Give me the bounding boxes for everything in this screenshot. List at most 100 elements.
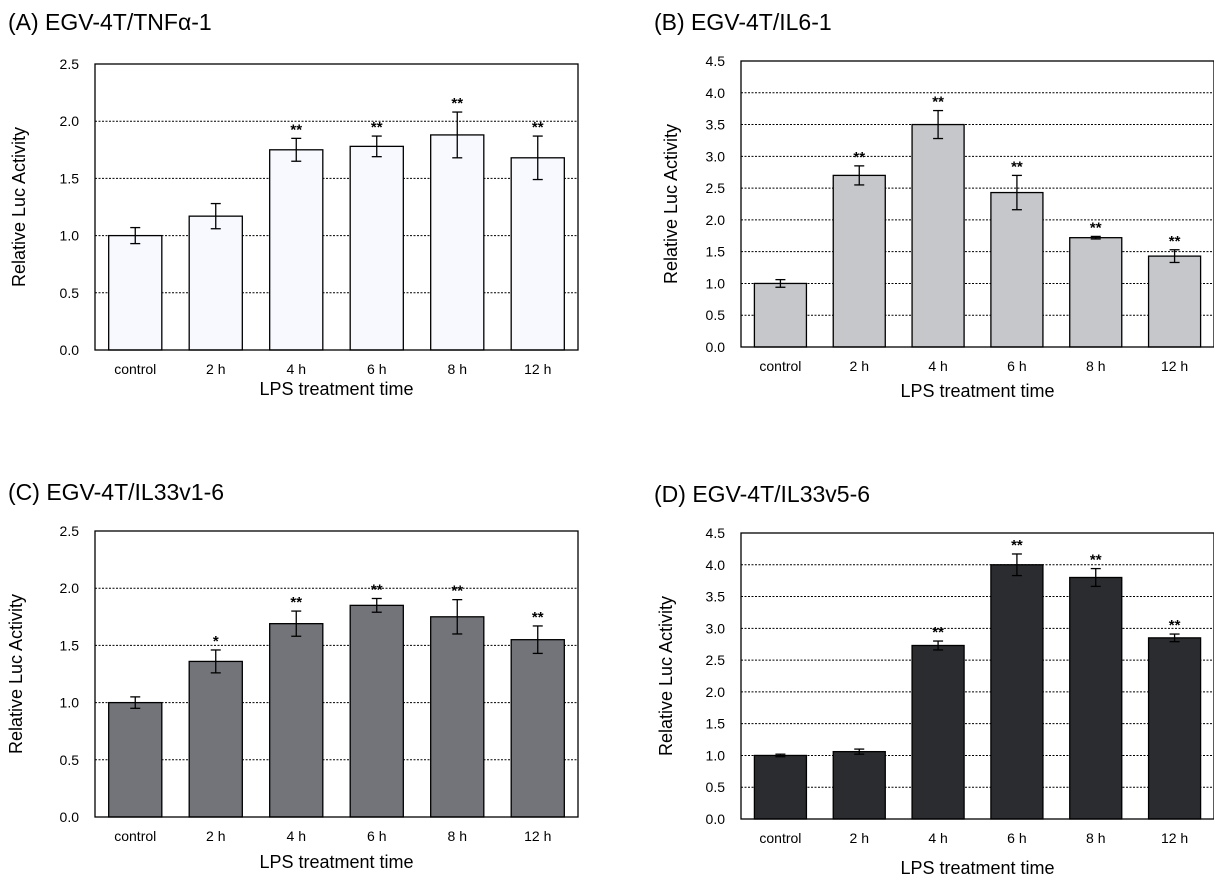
y-tick-label: 0.5 bbox=[706, 779, 726, 795]
chart-panel-d: (D) EGV-4T/IL33v5-6 0.0 0.5 1.0 1.5 2.0 2.5 3.0… bbox=[654, 481, 1214, 878]
bar bbox=[990, 191, 1044, 348]
y-axis-label: Relative Luc Activity bbox=[656, 596, 676, 756]
bar bbox=[430, 134, 485, 351]
error-bar bbox=[1011, 174, 1022, 211]
y-tick-label: 1.0 bbox=[60, 695, 80, 711]
x-tick-label: 8 h bbox=[448, 361, 467, 377]
x-tick-label: 2 h bbox=[850, 358, 869, 374]
significance-mark: ** bbox=[290, 121, 302, 138]
y-tick-label: 4.5 bbox=[706, 525, 726, 541]
y-tick-label: 1.5 bbox=[60, 637, 80, 653]
y-tick-label: 2.0 bbox=[706, 684, 726, 700]
bar bbox=[753, 282, 808, 348]
y-tick-label: 0.5 bbox=[60, 752, 80, 768]
y-tick-label: 2.0 bbox=[60, 113, 80, 129]
x-tick-label: 12 h bbox=[1161, 358, 1188, 374]
error-bar bbox=[532, 625, 543, 655]
error-bar bbox=[130, 696, 141, 709]
y-axis-label: Relative Luc Activity bbox=[9, 127, 29, 287]
significance-mark: ** bbox=[932, 624, 944, 641]
error-bar bbox=[854, 748, 865, 755]
plot-frame bbox=[740, 60, 1214, 348]
error-bar bbox=[1090, 567, 1101, 588]
bar bbox=[430, 616, 485, 818]
y-tick-label: 1.5 bbox=[706, 716, 726, 732]
error-bar bbox=[130, 226, 141, 245]
error-bar bbox=[775, 753, 786, 758]
y-tick-label: 4.0 bbox=[706, 85, 726, 101]
y-tick-label: 0.0 bbox=[60, 809, 80, 825]
bar bbox=[832, 174, 886, 348]
x-tick-label: 6 h bbox=[367, 361, 386, 377]
bar bbox=[990, 564, 1044, 820]
y-axis-label: Relative Luc Activity bbox=[661, 124, 681, 284]
significance-mark: ** bbox=[1169, 617, 1181, 634]
y-tick-label: 1.0 bbox=[60, 228, 80, 244]
significance-mark: * bbox=[213, 633, 219, 650]
y-tick-label: 2.0 bbox=[60, 580, 80, 596]
bar bbox=[1147, 255, 1202, 348]
chart-title: (B) EGV-4T/IL6-1 bbox=[654, 9, 832, 35]
x-tick-label: 4 h bbox=[287, 361, 306, 377]
x-tick-label: control bbox=[114, 828, 156, 844]
significance-mark: ** bbox=[451, 95, 463, 112]
bar bbox=[911, 644, 965, 820]
y-tick-label: 3.0 bbox=[706, 148, 726, 164]
significance-mark: ** bbox=[1090, 219, 1102, 236]
x-tick-label: 6 h bbox=[367, 828, 386, 844]
significance-mark: ** bbox=[451, 583, 463, 600]
x-axis-label: LPS treatment time bbox=[900, 858, 1054, 878]
significance-mark: ** bbox=[1090, 552, 1102, 569]
y-axis-label: Relative Luc Activity bbox=[6, 594, 26, 754]
bar bbox=[510, 639, 565, 818]
y-tick-label: 0.5 bbox=[60, 285, 80, 301]
error-bar bbox=[1169, 249, 1180, 264]
bar bbox=[832, 750, 886, 820]
error-bar bbox=[933, 640, 944, 651]
error-bar bbox=[532, 135, 543, 181]
significance-mark: ** bbox=[290, 594, 302, 611]
y-tick-label: 0.0 bbox=[60, 342, 80, 358]
x-tick-label: 6 h bbox=[1007, 830, 1026, 846]
bar bbox=[349, 145, 404, 351]
plot-frame bbox=[94, 530, 579, 818]
x-tick-label: 8 h bbox=[448, 828, 467, 844]
significance-mark: ** bbox=[371, 581, 383, 598]
error-bar bbox=[854, 165, 865, 186]
error-bar bbox=[775, 278, 786, 288]
bar bbox=[1069, 237, 1123, 348]
error-bar bbox=[1090, 235, 1101, 240]
bar bbox=[349, 604, 404, 818]
bar bbox=[108, 234, 163, 351]
x-tick-label: 4 h bbox=[928, 358, 947, 374]
y-tick-label: 1.0 bbox=[706, 275, 726, 291]
x-tick-label: 4 h bbox=[287, 828, 306, 844]
y-tick-label: 4.0 bbox=[706, 557, 726, 573]
y-tick-label: 2.5 bbox=[60, 56, 80, 72]
x-tick-label: 12 h bbox=[524, 361, 551, 377]
bar bbox=[1069, 576, 1123, 820]
significance-mark: ** bbox=[932, 94, 944, 111]
chart-panel-a: (A) EGV-4T/TNFα-1 0.0 0.5 1.0 1.5 2.0 2.5 contr… bbox=[8, 9, 579, 399]
plot-frame bbox=[94, 63, 579, 351]
x-axis-label: LPS treatment time bbox=[900, 381, 1054, 401]
significance-mark: ** bbox=[532, 119, 544, 136]
y-tick-label: 2.5 bbox=[706, 180, 726, 196]
significance-mark: ** bbox=[371, 119, 383, 136]
bar bbox=[753, 754, 808, 820]
chart-panel-c: (C) EGV-4T/IL33v1-6 0.0 0.5 1.0 1.5 2.0 2.5 con… bbox=[6, 479, 579, 872]
bar bbox=[269, 149, 324, 351]
error-bar bbox=[371, 135, 382, 158]
x-tick-label: 8 h bbox=[1086, 830, 1105, 846]
error-bar bbox=[1011, 553, 1022, 577]
error-bar bbox=[371, 597, 382, 613]
y-tick-label: 0.5 bbox=[706, 307, 726, 323]
significance-mark: ** bbox=[1011, 158, 1023, 175]
x-tick-label: 6 h bbox=[1007, 358, 1026, 374]
chart-title: (D) EGV-4T/IL33v5-6 bbox=[654, 481, 870, 507]
error-bar bbox=[1169, 633, 1180, 643]
y-tick-label: 3.5 bbox=[706, 117, 726, 133]
y-tick-label: 4.5 bbox=[706, 53, 726, 69]
bar bbox=[108, 701, 163, 818]
bar bbox=[1147, 637, 1202, 820]
